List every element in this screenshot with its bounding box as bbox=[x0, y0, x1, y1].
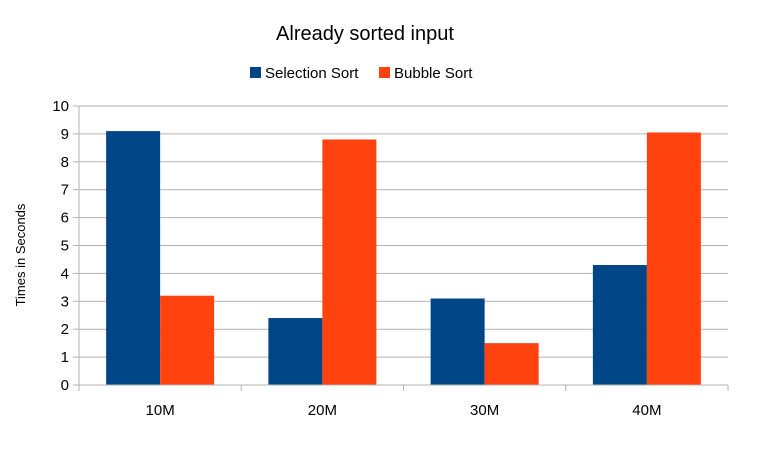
y-tick-label-6: 6 bbox=[61, 210, 69, 227]
y-tick-label-7: 7 bbox=[61, 182, 69, 199]
bar-selection-sort-10m bbox=[106, 131, 161, 385]
y-axis-label: Times in Seconds bbox=[13, 203, 28, 306]
axes bbox=[73, 105, 729, 391]
legend: Selection Sort Bubble Sort bbox=[250, 65, 473, 82]
chart-title: Already sorted input bbox=[276, 23, 454, 45]
y-tick-label-3: 3 bbox=[61, 293, 69, 310]
legend-label-bubble-sort: Bubble Sort bbox=[394, 65, 473, 82]
bar-selection-sort-20m bbox=[268, 318, 323, 385]
y-tick-label-0: 0 bbox=[61, 377, 69, 394]
y-tick-label-10: 10 bbox=[52, 98, 69, 115]
bar-bubble-sort-40m bbox=[646, 132, 701, 385]
legend-swatch-selection-sort bbox=[250, 67, 261, 78]
y-tick-label-1: 1 bbox=[61, 349, 69, 366]
y-tick-label-2: 2 bbox=[61, 321, 69, 338]
legend-label-selection-sort: Selection Sort bbox=[265, 65, 359, 82]
bar-bubble-sort-20m bbox=[322, 139, 377, 385]
y-tick-label-9: 9 bbox=[61, 126, 69, 143]
tick-labels: 0 1 2 3 4 5 6 7 8 9 10 10M 20M 30M 40M bbox=[52, 98, 661, 419]
y-tick-label-5: 5 bbox=[61, 238, 69, 255]
x-tick-label-40m: 40M bbox=[632, 402, 661, 419]
bar-bubble-sort-30m bbox=[484, 343, 539, 385]
bar-selection-sort-30m bbox=[430, 298, 485, 385]
legend-swatch-bubble-sort bbox=[379, 67, 390, 78]
bars bbox=[106, 131, 701, 385]
x-tick-label-30m: 30M bbox=[470, 402, 499, 419]
bar-selection-sort-40m bbox=[592, 265, 647, 385]
bar-bubble-sort-10m bbox=[160, 295, 215, 385]
y-tick-label-8: 8 bbox=[61, 154, 69, 171]
y-tick-label-4: 4 bbox=[61, 265, 69, 282]
x-tick-label-10m: 10M bbox=[146, 402, 175, 419]
x-tick-label-20m: 20M bbox=[308, 402, 337, 419]
